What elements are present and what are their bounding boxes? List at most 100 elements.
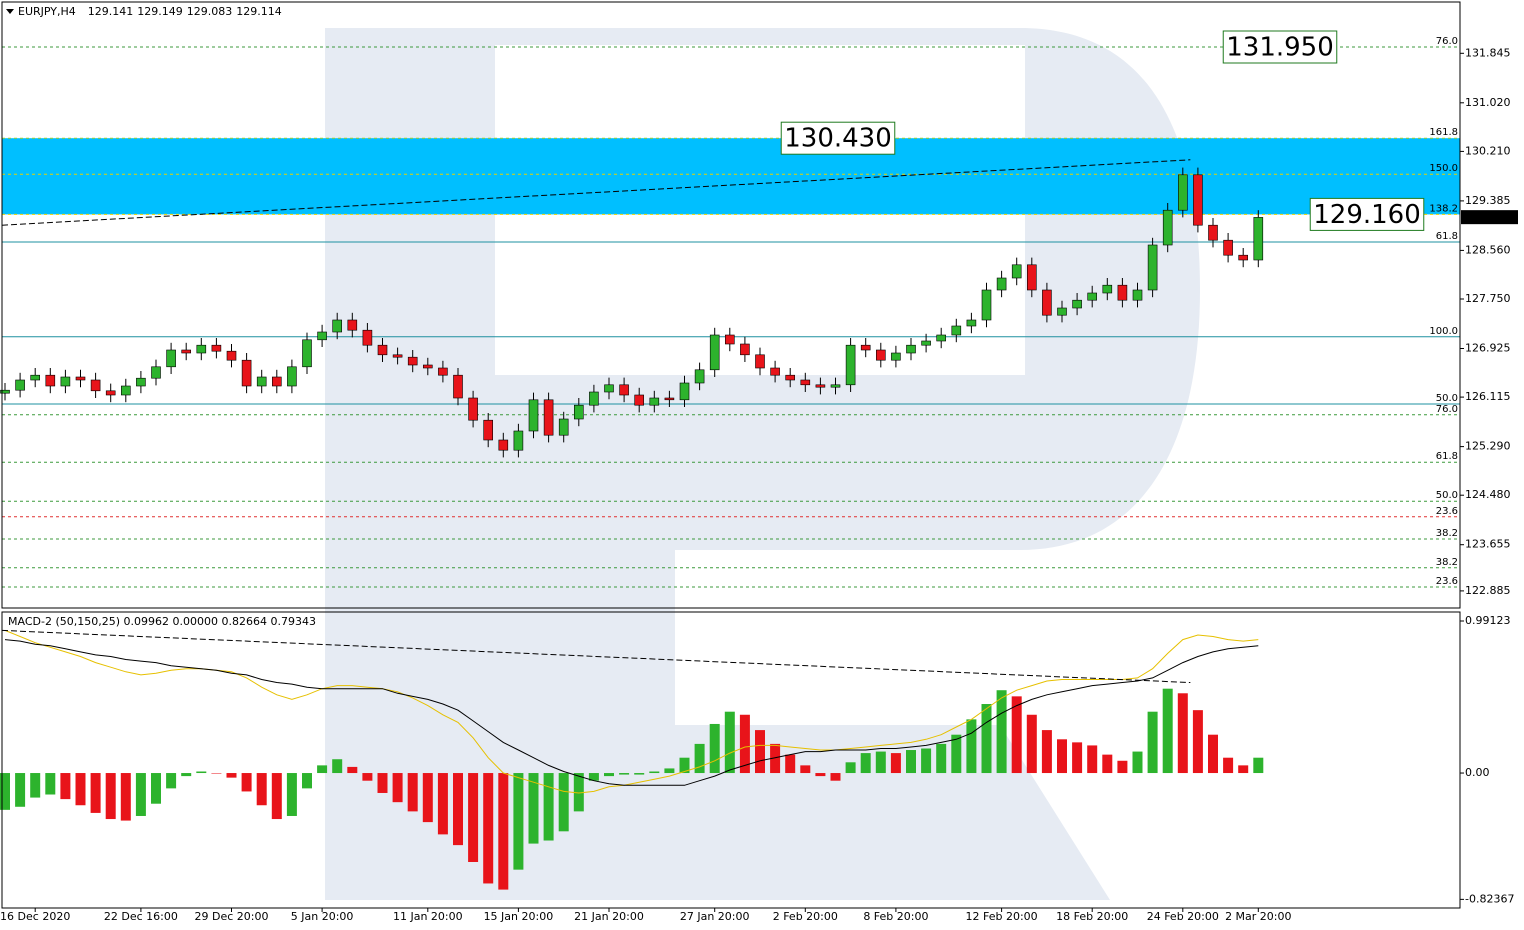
macd-bar: [830, 773, 841, 781]
fib-level-label: 23.6: [1436, 506, 1458, 517]
candle-body: [528, 399, 539, 432]
x-tick-label: 16 Dec 2020: [0, 910, 70, 923]
macd-bar: [649, 771, 660, 774]
macd-bar: [634, 773, 645, 775]
candle-body: [75, 376, 86, 381]
candle-body: [166, 349, 176, 368]
y-tick-label: 126.115: [1465, 390, 1511, 403]
macd-bar: [724, 711, 735, 774]
candle-body: [45, 374, 56, 387]
x-tick-label: 2 Feb 20:00: [773, 910, 838, 923]
macd-bar: [498, 773, 509, 890]
quote-value: 129.141: [88, 5, 134, 18]
current-price-label: 129.114: [1465, 210, 1511, 223]
candle-body: [60, 376, 71, 387]
macd-bar: [135, 773, 146, 816]
candle-body: [0, 389, 10, 394]
macd-bar: [558, 773, 569, 832]
fib-level-label: 76.0: [1436, 36, 1458, 47]
macd-bar: [377, 773, 388, 793]
macd-bar: [30, 773, 41, 798]
candle-body: [1042, 289, 1052, 316]
macd-bar: [890, 753, 901, 774]
macd-bar: [347, 766, 358, 774]
candle-body: [1178, 174, 1188, 211]
candle-body: [271, 376, 282, 387]
x-tick-label: 11 Jan 20:00: [393, 910, 463, 923]
candle-body: [619, 384, 629, 396]
price-annotation-box: [1222, 30, 1338, 64]
x-tick-label: 15 Jan 20:00: [484, 910, 554, 923]
fib-level-label: 50.0: [1436, 393, 1458, 404]
macd-bar: [120, 773, 131, 821]
macd-bar: [1238, 765, 1249, 774]
macd-bar: [241, 773, 252, 792]
macd-bar: [60, 773, 71, 800]
candle-body: [770, 367, 780, 376]
fib-level-label: 150.0: [1429, 163, 1458, 174]
macd-bar: [286, 773, 297, 816]
macd-bar: [664, 768, 675, 774]
macd-bar: [785, 754, 796, 774]
fib-level-label: 38.2: [1436, 557, 1458, 568]
candle-body: [121, 385, 131, 396]
y-tick-label: 123.655: [1465, 538, 1511, 551]
price-annotation: 130.430: [780, 121, 896, 155]
macd-bar: [755, 730, 765, 774]
candle-body: [332, 319, 343, 333]
y-tick-label: 122.885: [1465, 584, 1511, 597]
macd-bar: [770, 743, 781, 774]
macd-bar: [256, 773, 267, 806]
candle-body: [543, 399, 554, 436]
candle-body: [815, 384, 826, 388]
macd-bar: [1087, 745, 1098, 774]
macd-bar: [951, 734, 962, 774]
candle-body: [860, 344, 871, 351]
candle-body: [573, 404, 584, 420]
macd-bar: [317, 765, 328, 774]
x-tick-label: 8 Feb 20:00: [863, 910, 928, 923]
macd-bar: [619, 773, 630, 775]
candle-body: [468, 397, 478, 421]
candle-body: [1117, 284, 1128, 301]
candle-body: [1072, 299, 1082, 309]
candle-body: [1102, 284, 1113, 294]
candle-body: [1147, 244, 1158, 291]
indicator-title: MACD-2 (50,150,25) 0.09962 0.00000 0.826…: [8, 615, 316, 628]
candle-body: [966, 319, 977, 327]
fib-level-label: 23.6: [1436, 576, 1458, 587]
fib-level-label: 76.0: [1436, 404, 1458, 415]
candle-body: [302, 339, 312, 368]
candle-body: [377, 344, 388, 356]
macd-bar: [543, 773, 554, 841]
macd-bar: [407, 773, 418, 812]
candle-body: [649, 397, 660, 406]
macd-bar: [604, 773, 614, 777]
symbol-name: EURJPY,H4: [18, 5, 76, 18]
macd-bar: [981, 704, 992, 774]
macd-bar: [528, 773, 539, 844]
y-tick-label: -0.82367: [1465, 892, 1514, 905]
candle-body: [15, 379, 25, 391]
trend-line: [1, 629, 1191, 684]
quote-value: 129.114: [236, 5, 282, 18]
macd-bar: [1177, 693, 1188, 774]
macd-bar: [362, 773, 373, 781]
macd-bar: [468, 773, 479, 862]
candle-body: [875, 349, 886, 361]
menu-arrow[interactable]: [6, 9, 14, 14]
candle-body: [362, 329, 373, 346]
x-tick-label: 29 Dec 20:00: [195, 910, 269, 923]
price-annotation-label: 131.950: [1226, 33, 1334, 63]
candle-body: [1253, 217, 1264, 261]
candle-body: [90, 379, 101, 392]
y-tick-label: 131.845: [1465, 46, 1511, 59]
candle-body: [181, 349, 191, 354]
macd-bar: [513, 773, 524, 870]
macd-bar: [105, 773, 116, 820]
quote-value: 129.149: [137, 5, 183, 18]
fib-level-label: 61.8: [1436, 451, 1458, 462]
candle-body: [936, 334, 947, 342]
macd-bar: [45, 773, 56, 795]
candle-body: [347, 319, 358, 331]
